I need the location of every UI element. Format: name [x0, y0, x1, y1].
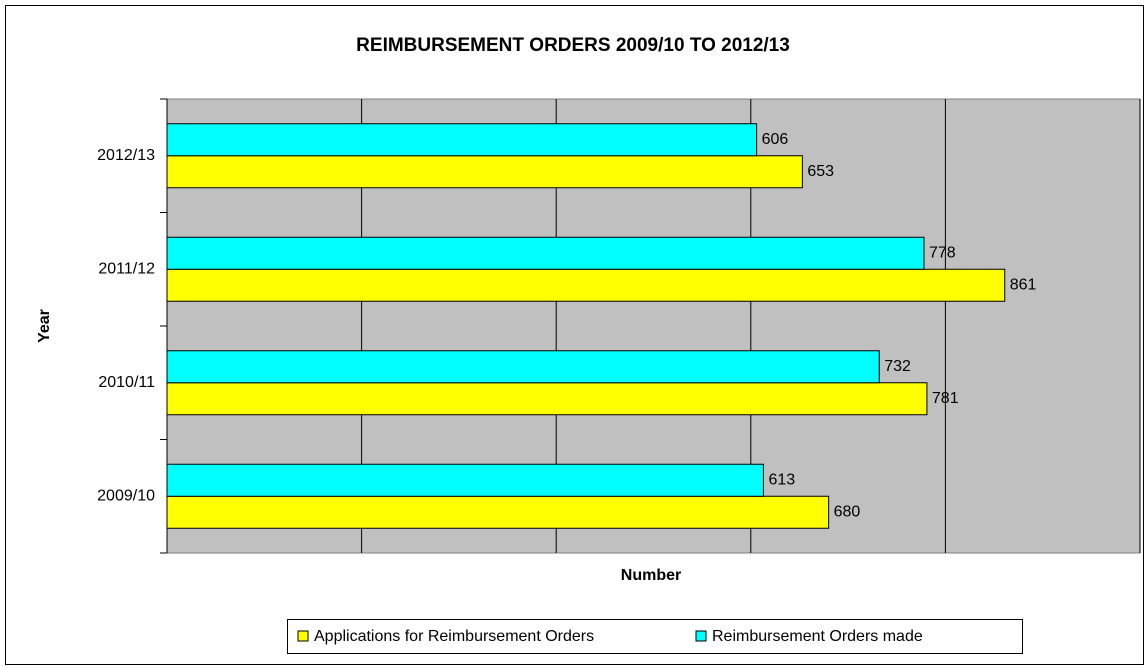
legend-label: Applications for Reimbursement Orders [314, 628, 594, 645]
y-tick-label: 2009/10 [97, 487, 155, 504]
data-label: 606 [762, 131, 789, 148]
bar [166, 350, 880, 384]
legend-label: Reimbursement Orders made [712, 628, 923, 645]
legend-swatch [297, 630, 309, 642]
data-label: 861 [1010, 276, 1037, 293]
bar [166, 268, 1006, 302]
bar [166, 463, 764, 497]
data-label: 778 [929, 244, 956, 261]
bar [166, 382, 928, 416]
bar [166, 155, 803, 189]
data-label: 732 [884, 358, 911, 375]
legend-swatch [695, 630, 707, 642]
chart-title: REIMBURSEMENT ORDERS 2009/10 TO 2012/13 [356, 35, 790, 56]
bar [166, 495, 830, 529]
legend [287, 619, 1023, 654]
bar [166, 236, 925, 270]
data-label: 613 [768, 471, 795, 488]
bar [166, 123, 758, 157]
y-axis-label: Year [36, 309, 53, 343]
y-tick-label: 2012/13 [97, 147, 155, 164]
x-axis-label: Number [621, 567, 681, 584]
y-tick-label: 2010/11 [98, 374, 155, 391]
y-tick-label: 2011/12 [98, 260, 155, 277]
data-label: 781 [932, 390, 959, 407]
data-label: 680 [834, 503, 861, 520]
data-label: 653 [807, 163, 834, 180]
